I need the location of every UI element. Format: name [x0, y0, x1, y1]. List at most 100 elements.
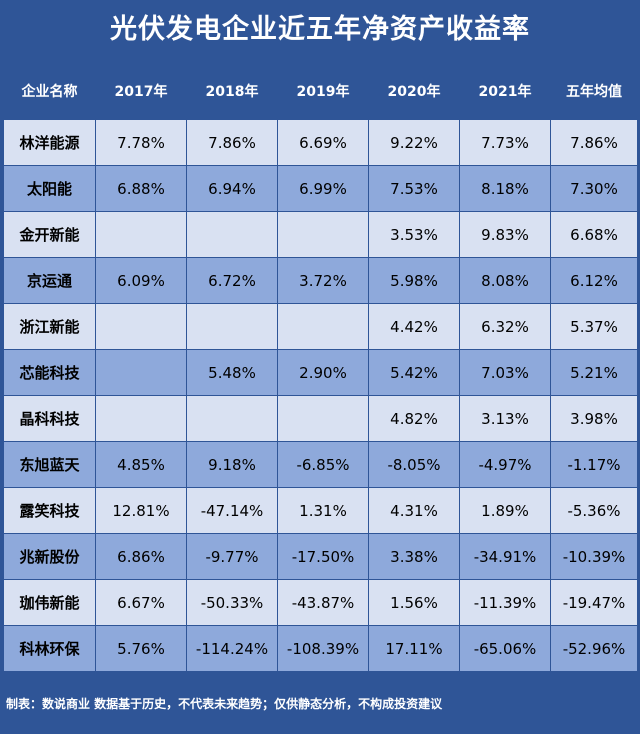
- value-cell: -10.39%: [550, 533, 638, 580]
- value-cell: -108.39%: [277, 625, 369, 672]
- table-body: 林洋能源 7.78% 7.86% 6.69% 9.22% 7.73% 7.86% 太阳能 6.8…: [3, 119, 638, 672]
- table-row: 科林环保 5.76% -114.24% -108.39% 17.11% -65.06% -5…: [3, 625, 638, 672]
- column-header-company: 企业名称: [3, 62, 96, 120]
- value-cell: 6.99%: [277, 165, 369, 212]
- value-cell: 5.48%: [186, 349, 278, 396]
- company-name-cell: 京运通: [3, 257, 96, 304]
- value-cell: 9.22%: [368, 119, 460, 166]
- company-name-cell: 东旭蓝天: [3, 441, 96, 488]
- value-cell: -43.87%: [277, 579, 369, 626]
- table-row: 露笑科技 12.81% -47.14% 1.31% 4.31% 1.89% -5.36%: [3, 487, 638, 534]
- value-cell: 5.42%: [368, 349, 460, 396]
- value-cell: 6.86%: [95, 533, 187, 580]
- value-cell: -4.97%: [459, 441, 551, 488]
- value-cell: [95, 303, 187, 350]
- value-cell: -50.33%: [186, 579, 278, 626]
- roe-table: 企业名称 2017年 2018年 2019年 2020年 2021年 五年均值 林洋能源 7.…: [3, 62, 638, 672]
- value-cell: -47.14%: [186, 487, 278, 534]
- company-name-cell: 太阳能: [3, 165, 96, 212]
- column-header-year: 2021年: [459, 62, 551, 120]
- value-cell: 2.90%: [277, 349, 369, 396]
- table-row: 兆新股份 6.86% -9.77% -17.50% 3.38% -34.91% -10.39…: [3, 533, 638, 580]
- value-cell: 8.18%: [459, 165, 551, 212]
- value-cell: 7.73%: [459, 119, 551, 166]
- value-cell: [95, 211, 187, 258]
- column-header-year: 2017年: [95, 62, 187, 120]
- column-header-year: 2020年: [368, 62, 460, 120]
- value-cell: [186, 211, 278, 258]
- value-cell: 7.78%: [95, 119, 187, 166]
- value-cell: -114.24%: [186, 625, 278, 672]
- value-cell: -5.36%: [550, 487, 638, 534]
- value-cell: -34.91%: [459, 533, 551, 580]
- value-cell: 5.76%: [95, 625, 187, 672]
- value-cell: 7.03%: [459, 349, 551, 396]
- value-cell: -1.17%: [550, 441, 638, 488]
- company-name-cell: 林洋能源: [3, 119, 96, 166]
- value-cell: [277, 211, 369, 258]
- value-cell: 1.89%: [459, 487, 551, 534]
- value-cell: 5.21%: [550, 349, 638, 396]
- chart-title: 光伏发电企业近五年净资产收益率: [110, 14, 530, 45]
- value-cell: 4.82%: [368, 395, 460, 442]
- value-cell: 1.31%: [277, 487, 369, 534]
- value-cell: 6.09%: [95, 257, 187, 304]
- table-row: 太阳能 6.88% 6.94% 6.99% 7.53% 8.18% 7.30%: [3, 165, 638, 212]
- value-cell: [95, 395, 187, 442]
- value-cell: [277, 395, 369, 442]
- value-cell: -65.06%: [459, 625, 551, 672]
- value-cell: 7.86%: [186, 119, 278, 166]
- company-name-cell: 金开新能: [3, 211, 96, 258]
- table-row: 东旭蓝天 4.85% 9.18% -6.85% -8.05% -4.97% -1.17%: [3, 441, 638, 488]
- value-cell: -6.85%: [277, 441, 369, 488]
- value-cell: 5.98%: [368, 257, 460, 304]
- value-cell: -8.05%: [368, 441, 460, 488]
- company-name-cell: 浙江新能: [3, 303, 96, 350]
- company-name-cell: 露笑科技: [3, 487, 96, 534]
- company-name-cell: 兆新股份: [3, 533, 96, 580]
- value-cell: 17.11%: [368, 625, 460, 672]
- value-cell: 9.18%: [186, 441, 278, 488]
- table-row: 珈伟新能 6.67% -50.33% -43.87% 1.56% -11.39% -19.4…: [3, 579, 638, 626]
- value-cell: [186, 303, 278, 350]
- table-row: 京运通 6.09% 6.72% 3.72% 5.98% 8.08% 6.12%: [3, 257, 638, 304]
- column-header-average: 五年均值: [550, 62, 638, 120]
- value-cell: 7.86%: [550, 119, 638, 166]
- footnote: 制表：数说商业 数据基于历史，不代表未来趋势；仅供静态分析，不构成投资建议: [6, 697, 443, 711]
- value-cell: 12.81%: [95, 487, 187, 534]
- value-cell: 3.13%: [459, 395, 551, 442]
- value-cell: -11.39%: [459, 579, 551, 626]
- value-cell: 7.53%: [368, 165, 460, 212]
- value-cell: 8.08%: [459, 257, 551, 304]
- table-row: 芯能科技 5.48% 2.90% 5.42% 7.03% 5.21%: [3, 349, 638, 396]
- value-cell: 4.31%: [368, 487, 460, 534]
- value-cell: -52.96%: [550, 625, 638, 672]
- value-cell: 6.69%: [277, 119, 369, 166]
- company-name-cell: 晶科科技: [3, 395, 96, 442]
- table-row: 金开新能 3.53% 9.83% 6.68%: [3, 211, 638, 258]
- company-name-cell: 科林环保: [3, 625, 96, 672]
- value-cell: -19.47%: [550, 579, 638, 626]
- value-cell: 3.98%: [550, 395, 638, 442]
- value-cell: 6.94%: [186, 165, 278, 212]
- value-cell: -17.50%: [277, 533, 369, 580]
- value-cell: [95, 349, 187, 396]
- value-cell: 3.53%: [368, 211, 460, 258]
- value-cell: -9.77%: [186, 533, 278, 580]
- value-cell: 6.67%: [95, 579, 187, 626]
- value-cell: 6.32%: [459, 303, 551, 350]
- value-cell: 6.88%: [95, 165, 187, 212]
- value-cell: [186, 395, 278, 442]
- table-row: 晶科科技 4.82% 3.13% 3.98%: [3, 395, 638, 442]
- value-cell: 1.56%: [368, 579, 460, 626]
- company-name-cell: 珈伟新能: [3, 579, 96, 626]
- value-cell: 3.72%: [277, 257, 369, 304]
- value-cell: [277, 303, 369, 350]
- value-cell: 4.85%: [95, 441, 187, 488]
- table-row: 浙江新能 4.42% 6.32% 5.37%: [3, 303, 638, 350]
- column-header-year: 2018年: [186, 62, 278, 120]
- column-header-year: 2019年: [277, 62, 369, 120]
- company-name-cell: 芯能科技: [3, 349, 96, 396]
- table-row: 林洋能源 7.78% 7.86% 6.69% 9.22% 7.73% 7.86%: [3, 119, 638, 166]
